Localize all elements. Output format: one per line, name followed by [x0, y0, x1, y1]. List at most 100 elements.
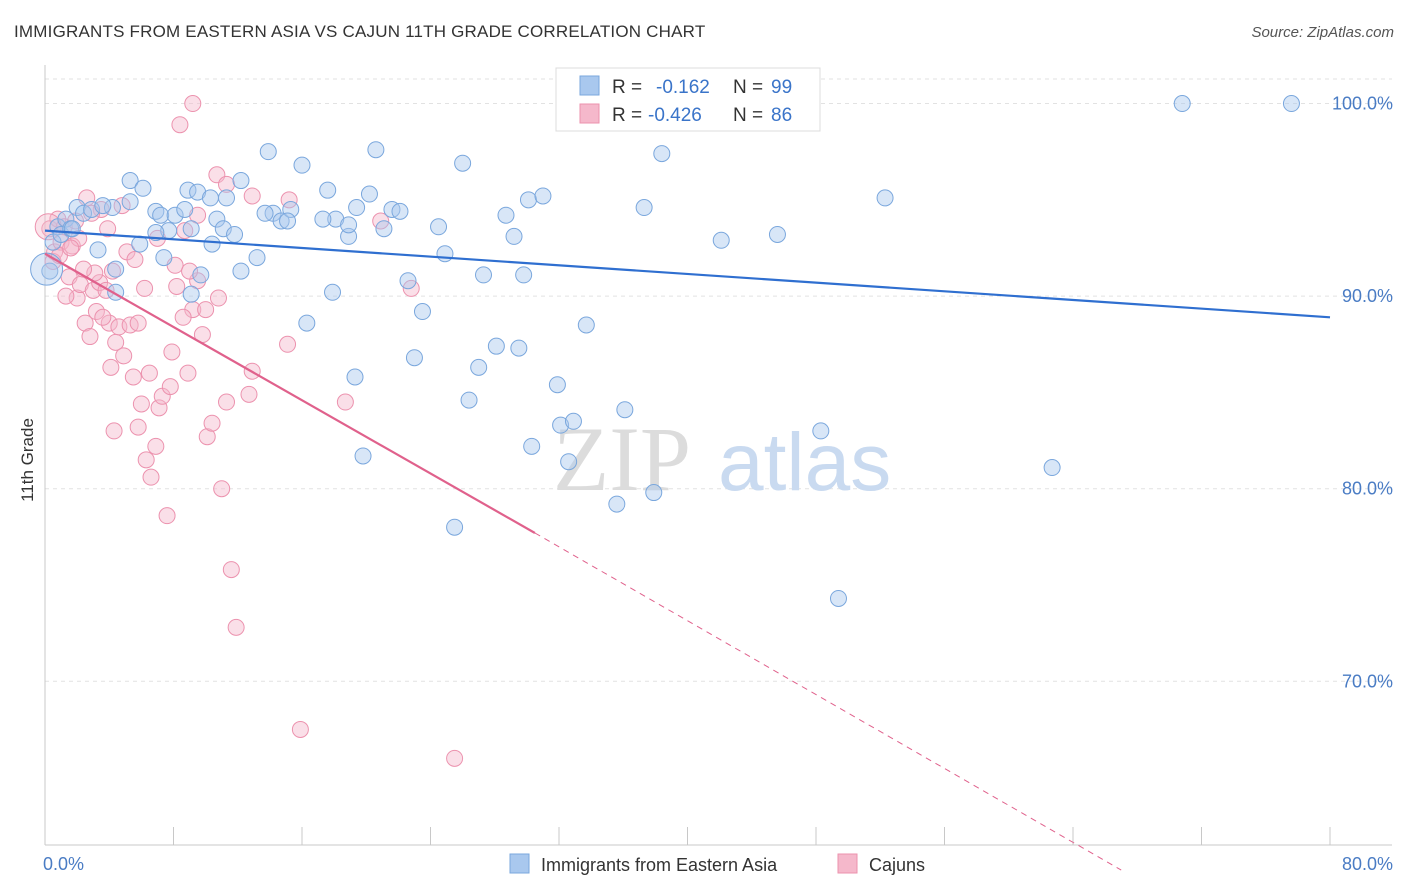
- eastern-asia-point: [340, 227, 358, 245]
- eastern-asia-point: [203, 235, 221, 253]
- eastern-asia-point: [645, 484, 663, 502]
- eastern-asia-point: [89, 241, 107, 259]
- cajun-point: [158, 507, 176, 525]
- bottom-legend-label-pink: Cajuns: [869, 855, 925, 875]
- eastern-asia-point: [497, 206, 515, 224]
- cajun-point: [105, 422, 123, 440]
- eastern-asia-point: [1282, 95, 1300, 113]
- eastern-asia-point: [454, 154, 472, 172]
- cajun-point: [81, 328, 99, 346]
- cajun-trend-line: [44, 252, 536, 534]
- eastern-asia-point: [399, 272, 417, 290]
- cajun-point: [291, 720, 309, 738]
- x-tick-labels: 0.0% 80.0%: [43, 854, 1393, 874]
- x-tick-label: 80.0%: [1342, 854, 1393, 874]
- top-legend-swatch-blue: [579, 75, 600, 96]
- eastern-asia-point: [152, 206, 170, 224]
- cajun-point: [184, 95, 202, 113]
- eastern-asia-point: [560, 453, 578, 471]
- cajun-point: [446, 749, 464, 767]
- top-legend: R = -0.162 N = 99 R = -0.426 N = 86: [555, 67, 821, 132]
- eastern-asia-point: [876, 189, 894, 207]
- cajun-point: [203, 414, 221, 432]
- chart-source: Source: ZipAtlas.com: [1251, 24, 1394, 41]
- cajun-point: [222, 561, 240, 579]
- eastern-asia-point: [131, 235, 149, 253]
- eastern-asia-point: [653, 145, 671, 163]
- eastern-asia-point: [405, 349, 423, 367]
- cajun-point: [103, 262, 121, 280]
- cajun-points: [34, 95, 464, 767]
- eastern-asia-point: [552, 416, 570, 434]
- y-tick-label: 100.0%: [1332, 94, 1393, 114]
- cajun-point: [100, 314, 118, 332]
- cajun-point: [129, 418, 147, 436]
- eastern-asia-point: [75, 204, 93, 222]
- cajun-point: [336, 393, 354, 411]
- cajun-point: [136, 279, 154, 297]
- eastern-asia-point-cluster: [30, 252, 64, 286]
- eastern-asia-point: [564, 412, 582, 430]
- eastern-asia-point: [360, 185, 378, 203]
- chart-title: IMMIGRANTS FROM EASTERN ASIA VS CAJUN 11…: [14, 22, 706, 41]
- cajun-point: [197, 301, 215, 319]
- eastern-asia-point: [829, 589, 847, 607]
- y-tick-labels: 70.0% 80.0% 90.0% 100.0%: [1332, 94, 1393, 692]
- cajun-point: [179, 364, 197, 382]
- eastern-asia-point: [354, 447, 372, 465]
- cajun-point: [102, 358, 120, 376]
- cajun-point: [161, 378, 179, 396]
- eastern-asia-point: [635, 199, 653, 217]
- eastern-asia-point: [155, 249, 173, 267]
- eastern-asia-point: [121, 172, 139, 190]
- eastern-asia-point: [515, 266, 533, 284]
- eastern-asia-point: [319, 181, 337, 199]
- top-legend-r-label-1: R =: [612, 77, 642, 98]
- eastern-asia-point: [279, 212, 297, 230]
- eastern-asia-point: [436, 245, 454, 263]
- eastern-asia-point: [166, 206, 184, 224]
- eastern-asia-point: [505, 227, 523, 245]
- eastern-asia-point: [256, 204, 274, 222]
- cajun-point: [124, 368, 142, 386]
- eastern-asia-point: [470, 358, 488, 376]
- eastern-asia-point: [121, 193, 139, 211]
- cajun-point: [129, 314, 147, 332]
- eastern-asia-point: [608, 495, 626, 513]
- eastern-asia-point: [523, 437, 541, 455]
- cajun-point: [115, 347, 133, 365]
- cajun-point: [218, 393, 236, 411]
- y-axis-label: 11th Grade: [18, 418, 37, 502]
- cajun-trend-line-extension: [534, 532, 1122, 871]
- top-legend-n-value-1: 99: [771, 77, 792, 98]
- eastern-asia-point: [519, 191, 537, 209]
- eastern-asia-point: [182, 285, 200, 303]
- eastern-asia-point: [616, 401, 634, 419]
- eastern-asia-point: [577, 316, 595, 334]
- eastern-asia-point: [208, 210, 226, 228]
- cajun-point: [137, 451, 155, 469]
- top-legend-n-label-2: N =: [733, 105, 763, 126]
- eastern-asia-trend-line: [44, 229, 1331, 319]
- cajun-point: [227, 618, 245, 636]
- bottom-legend-swatch-blue: [509, 853, 530, 874]
- eastern-asia-point: [182, 220, 200, 238]
- eastern-asia-point: [812, 422, 830, 440]
- eastern-asia-point: [430, 218, 448, 236]
- cajun-point: [279, 335, 297, 353]
- bottom-legend: Immigrants from Eastern Asia Cajuns: [509, 853, 925, 875]
- eastern-asia-point: [147, 224, 165, 242]
- cajun-point: [57, 287, 75, 305]
- trend-lines: [44, 229, 1331, 871]
- cajun-point: [163, 343, 181, 361]
- eastern-asia-point: [413, 303, 431, 321]
- cajun-point: [168, 277, 186, 295]
- eastern-asia-point: [460, 391, 478, 409]
- y-tick-label: 90.0%: [1342, 286, 1393, 306]
- eastern-asia-point: [272, 212, 290, 230]
- eastern-asia-point: [94, 197, 112, 215]
- eastern-asia-point: [107, 260, 125, 278]
- cajun-point: [213, 480, 231, 498]
- eastern-asia-point: [768, 225, 786, 243]
- eastern-asia-point: [214, 220, 232, 238]
